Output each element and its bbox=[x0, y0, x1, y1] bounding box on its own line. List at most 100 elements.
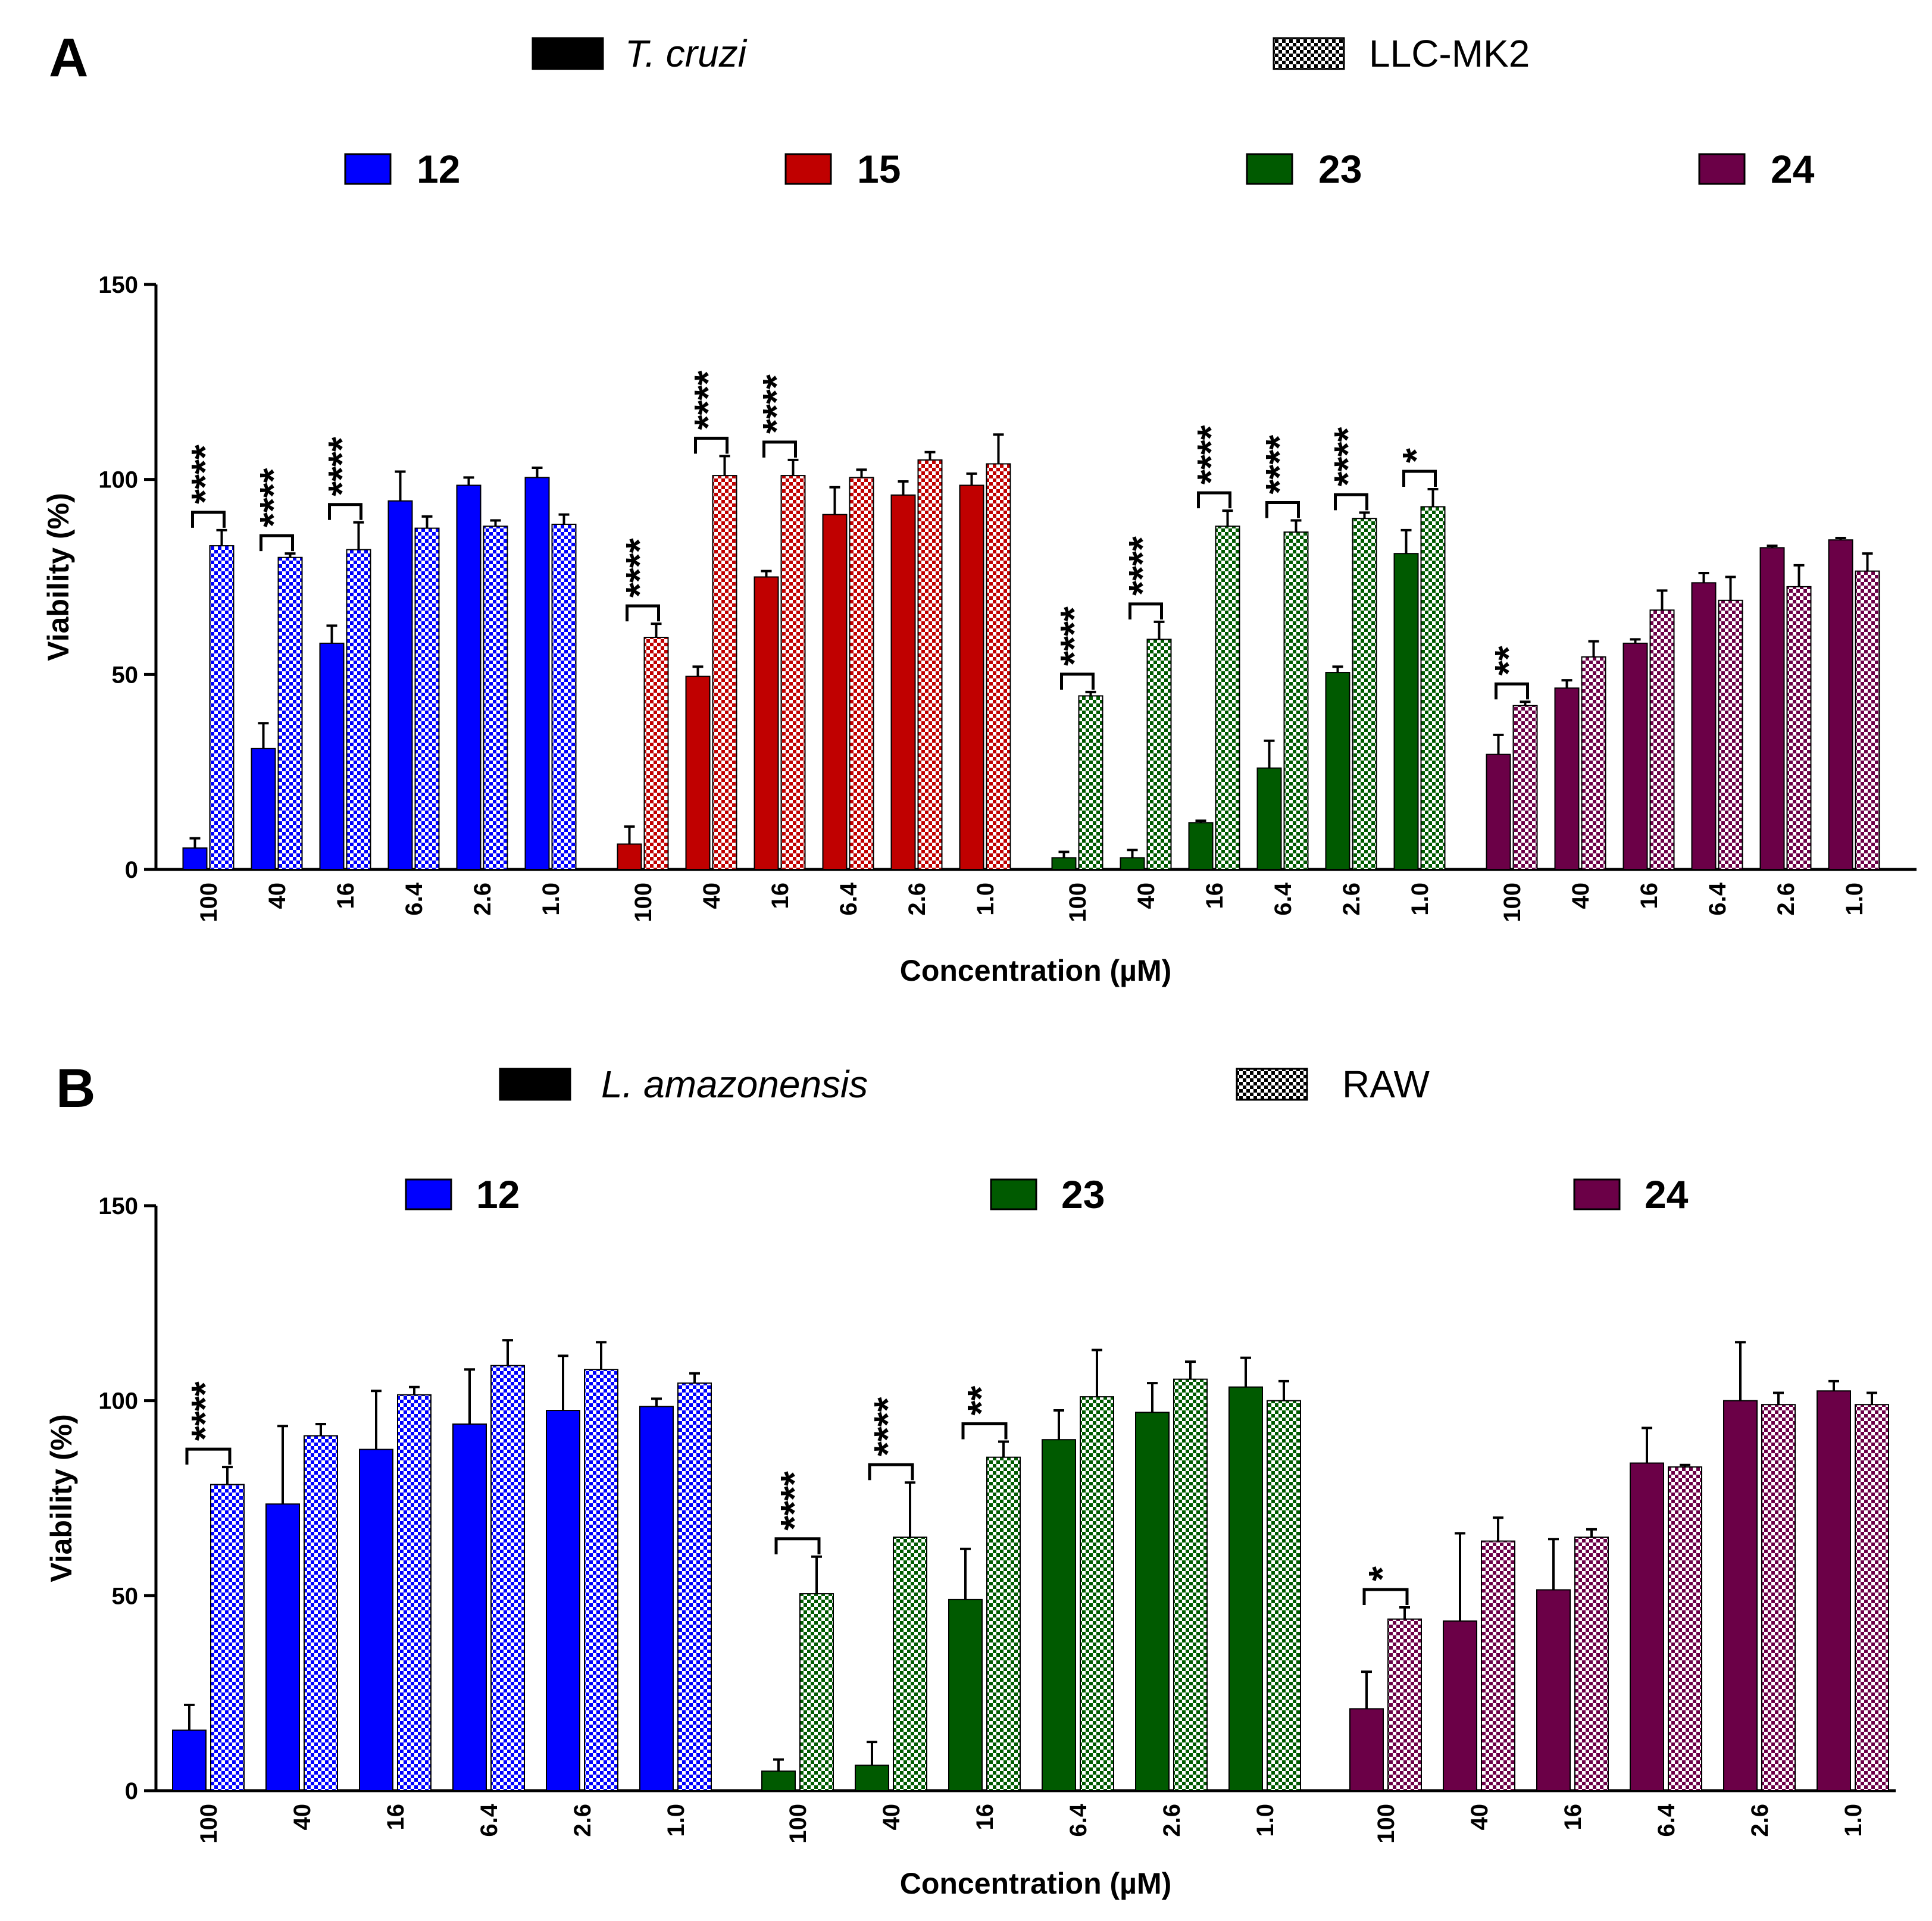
panel-b-x-tick-label: 6.4 bbox=[476, 1803, 502, 1836]
panel-a-significance-bracket bbox=[1197, 491, 1231, 509]
panel-b-significance-stars: **** bbox=[866, 1397, 909, 1457]
panel-b-significance-stars: **** bbox=[183, 1381, 226, 1441]
panel-a-x-tick-label: 2.6 bbox=[1773, 883, 1799, 916]
panel-a-bar-15-parasite-16 bbox=[754, 576, 779, 870]
panel-b-compound-swatch-24 bbox=[1573, 1178, 1621, 1210]
panel-a-compound-swatch-24 bbox=[1698, 153, 1746, 185]
panel-a-x-tick-label: 1.0 bbox=[538, 883, 564, 916]
panel-b-bar-23-parasite-1.0 bbox=[1228, 1386, 1263, 1791]
panel-b-bar-23-host-100 bbox=[799, 1593, 834, 1791]
panel-b-bar-12-host-16 bbox=[397, 1394, 432, 1791]
panel-a-bar-23-parasite-1.0 bbox=[1393, 553, 1419, 870]
panel-a-y-tick-label: 100 bbox=[98, 467, 138, 493]
panel-label-a: A bbox=[49, 27, 88, 88]
panel-a-significance-bracket bbox=[694, 436, 729, 454]
panel-a-chart: T. cruzi LLC-MK2 12 15 23 24 0 50 100 150 Viabilit… bbox=[42, 32, 1917, 987]
panel-b-x-tick-label: 16 bbox=[1560, 1804, 1586, 1831]
panel-b-bar-24-host-100 bbox=[1387, 1618, 1422, 1791]
panel-a-x-tick-label: 16 bbox=[1636, 883, 1662, 909]
panel-b-x-tick-label: 16 bbox=[383, 1804, 409, 1831]
panel-b-significance-stars: **** bbox=[773, 1471, 815, 1531]
panel-b-y-tick-label: 0 bbox=[125, 1778, 138, 1804]
panel-b-bar-24-parasite-6.4 bbox=[1630, 1462, 1664, 1791]
panel-b-significance-stars: * bbox=[1361, 1566, 1403, 1581]
panel-a-x-tick-label: 40 bbox=[1568, 883, 1594, 909]
panel-a-x-tick-label: 2.6 bbox=[470, 883, 496, 916]
panel-b-legend-swatch-checkered bbox=[1236, 1068, 1308, 1101]
panel-a-bar-12-host-6.4 bbox=[414, 527, 440, 870]
panel-b-significance-bracket bbox=[774, 1537, 821, 1554]
panel-a-x-tick-label: 100 bbox=[1499, 883, 1525, 922]
panel-a-significance-bracket bbox=[1128, 602, 1163, 620]
panel-b-bar-12-host-100 bbox=[210, 1484, 245, 1791]
panel-b-x-tick-label: 6.4 bbox=[1653, 1803, 1680, 1836]
panel-a-bar-24-parasite-6.4 bbox=[1691, 582, 1717, 871]
panel-a-significance-stars: **** bbox=[1258, 435, 1300, 495]
panel-a-significance-bracket bbox=[1402, 470, 1437, 487]
panel-a-bar-24-parasite-100 bbox=[1486, 753, 1511, 870]
panel-a-bar-24-host-6.4 bbox=[1718, 599, 1743, 870]
panel-b-bar-12-parasite-6.4 bbox=[452, 1423, 487, 1791]
panel-b-bar-24-parasite-16 bbox=[1536, 1589, 1571, 1792]
panel-a-significance-bracket bbox=[328, 503, 362, 520]
panel-b-compound-swatch-12 bbox=[405, 1178, 452, 1210]
panel-b-x-tick-label: 2.6 bbox=[570, 1804, 596, 1837]
panel-b-x-tick-label: 100 bbox=[196, 1804, 222, 1844]
panel-a-x-tick-label: 6.4 bbox=[1270, 882, 1296, 915]
panel-b-x-tick-label: 16 bbox=[972, 1804, 998, 1831]
panel-a-bar-24-parasite-40 bbox=[1554, 687, 1580, 871]
panel-b-bar-12-host-1.0 bbox=[677, 1382, 712, 1792]
panel-a-significance-stars: ** bbox=[1487, 646, 1530, 675]
panel-a-bar-12-parasite-100 bbox=[182, 847, 208, 870]
panel-a-x-tick-label: 6.4 bbox=[1705, 882, 1731, 915]
panel-b-x-tick-label: 1.0 bbox=[663, 1804, 689, 1837]
panel-a-bar-15-parasite-100 bbox=[617, 843, 642, 870]
panel-a-x-tick-label: 16 bbox=[1202, 883, 1228, 909]
panel-a-x-tick-label: 1.0 bbox=[973, 883, 999, 916]
panel-a-bar-12-host-100 bbox=[209, 545, 235, 870]
panel-a-compound-label-24: 24 bbox=[1771, 147, 1815, 191]
panel-a-x-tick-label: 40 bbox=[1133, 883, 1159, 909]
panel-a-x-tick-label: 40 bbox=[264, 883, 290, 909]
panel-a-bar-15-parasite-40 bbox=[685, 675, 711, 870]
panel-b-bar-24-host-40 bbox=[1481, 1540, 1515, 1791]
panel-label-b: B bbox=[56, 1058, 95, 1119]
panel-a-x-tick-label: 2.6 bbox=[1339, 883, 1365, 916]
panel-b-bar-23-host-16 bbox=[986, 1456, 1021, 1791]
panel-a-bar-15-host-16 bbox=[780, 475, 806, 870]
panel-b-x-tick-label: 40 bbox=[879, 1804, 905, 1831]
panel-a-bar-24-host-16 bbox=[1649, 609, 1675, 871]
panel-b-bar-24-parasite-1.0 bbox=[1817, 1390, 1851, 1792]
panel-b-x-tick-label: 1.0 bbox=[1840, 1804, 1867, 1837]
panel-a-bar-15-host-40 bbox=[712, 475, 737, 870]
panel-b-legend-swatch-solid bbox=[499, 1068, 571, 1101]
panel-a-compound-label-23: 23 bbox=[1318, 147, 1362, 191]
panel-b-x-tick-label: 100 bbox=[785, 1804, 811, 1844]
panel-b-significance-bracket bbox=[185, 1447, 232, 1465]
panel-a-x-tick-label: 100 bbox=[1065, 883, 1091, 922]
panel-a-bar-12-host-1.0 bbox=[551, 524, 577, 870]
panel-a-bar-24-parasite-16 bbox=[1622, 642, 1648, 870]
panel-b-x-tick-label: 1.0 bbox=[1252, 1804, 1278, 1837]
panel-a-bar-24-host-100 bbox=[1512, 705, 1538, 870]
panel-b-y-axis-title: Viability (%) bbox=[45, 1414, 78, 1582]
panel-b-bar-24-parasite-2.6 bbox=[1723, 1400, 1758, 1792]
panel-a-significance-stars: **** bbox=[755, 374, 798, 434]
panel-a-bar-24-host-2.6 bbox=[1786, 586, 1812, 871]
panel-a-significance-bracket bbox=[626, 604, 660, 622]
panel-a-bar-23-parasite-2.6 bbox=[1325, 672, 1350, 870]
panel-a-bar-23-parasite-16 bbox=[1188, 822, 1214, 870]
panel-b-x-tick-label: 40 bbox=[289, 1804, 315, 1831]
panel-a-bar-12-parasite-16 bbox=[319, 642, 345, 870]
panel-b-x-tick-label: 100 bbox=[1373, 1804, 1399, 1844]
panel-b-bar-24-host-2.6 bbox=[1761, 1404, 1796, 1791]
panel-a-compound-label-15: 15 bbox=[857, 147, 901, 191]
panel-a-bar-15-parasite-6.4 bbox=[822, 514, 848, 870]
panel-a-x-tick-label: 1.0 bbox=[1842, 883, 1868, 916]
panel-a-bar-23-parasite-6.4 bbox=[1256, 767, 1282, 870]
panel-a-bar-23-parasite-100 bbox=[1051, 857, 1077, 870]
panel-a-x-tick-label: 1.0 bbox=[1407, 883, 1433, 916]
panel-b-bar-24-parasite-100 bbox=[1349, 1708, 1384, 1791]
panel-b-bar-12-host-2.6 bbox=[584, 1369, 618, 1791]
panel-a-bar-15-parasite-2.6 bbox=[890, 494, 916, 870]
